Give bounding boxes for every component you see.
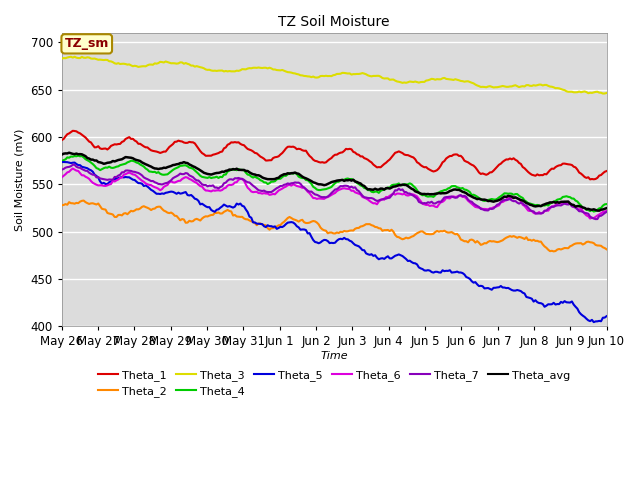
Theta_5: [384, 253, 392, 259]
Theta_4: [590, 209, 598, 215]
Theta_6: [384, 194, 392, 200]
Theta_3: [603, 90, 611, 96]
Theta_avg: [58, 152, 66, 157]
Theta_3: [554, 85, 561, 91]
Text: TZ_sm: TZ_sm: [65, 37, 109, 50]
Theta_7: [603, 209, 611, 215]
Theta_2: [382, 228, 390, 233]
Theta_avg: [393, 183, 401, 189]
Theta_7: [592, 216, 600, 222]
Theta_3: [71, 54, 79, 60]
Line: Theta_4: Theta_4: [62, 156, 607, 212]
Theta_2: [393, 234, 401, 240]
Theta_avg: [65, 150, 73, 156]
Theta_6: [519, 202, 527, 208]
Theta_6: [393, 191, 401, 196]
Theta_6: [382, 194, 390, 200]
Title: TZ Soil Moisture: TZ Soil Moisture: [278, 15, 390, 29]
Line: Theta_6: Theta_6: [62, 168, 607, 218]
Theta_avg: [384, 185, 392, 191]
X-axis label: Time: Time: [321, 351, 348, 361]
Theta_3: [60, 55, 67, 61]
Theta_5: [61, 159, 69, 165]
Legend: Theta_1, Theta_2, Theta_3, Theta_4, Theta_5, Theta_6, Theta_7, Theta_avg: Theta_1, Theta_2, Theta_3, Theta_4, Thet…: [98, 370, 571, 397]
Theta_7: [554, 203, 561, 208]
Line: Theta_3: Theta_3: [62, 57, 607, 94]
Theta_avg: [603, 205, 611, 211]
Theta_4: [603, 201, 611, 207]
Theta_3: [599, 91, 607, 96]
Theta_2: [80, 198, 88, 204]
Theta_3: [384, 75, 392, 81]
Theta_4: [74, 153, 82, 158]
Theta_avg: [60, 151, 67, 156]
Theta_4: [554, 197, 561, 203]
Theta_7: [382, 196, 390, 202]
Theta_avg: [595, 208, 603, 214]
Theta_4: [58, 158, 66, 164]
Theta_1: [60, 136, 67, 142]
Theta_1: [393, 149, 401, 155]
Theta_2: [384, 227, 392, 233]
Line: Theta_7: Theta_7: [62, 165, 607, 219]
Theta_6: [60, 173, 67, 179]
Theta_1: [519, 164, 527, 170]
Theta_1: [554, 163, 561, 169]
Y-axis label: Soil Moisture (mV): Soil Moisture (mV): [15, 129, 25, 231]
Theta_4: [382, 186, 390, 192]
Theta_2: [60, 202, 67, 208]
Theta_2: [519, 235, 527, 241]
Theta_5: [393, 252, 401, 258]
Theta_6: [554, 201, 561, 206]
Theta_1: [603, 168, 611, 174]
Theta_avg: [554, 199, 561, 205]
Theta_5: [519, 290, 527, 296]
Theta_6: [586, 216, 594, 221]
Theta_1: [384, 158, 392, 164]
Theta_2: [603, 246, 611, 252]
Theta_2: [556, 246, 563, 252]
Theta_avg: [382, 185, 390, 191]
Theta_6: [603, 208, 611, 214]
Theta_2: [550, 249, 557, 254]
Theta_5: [58, 159, 66, 165]
Theta_7: [393, 188, 401, 193]
Theta_4: [519, 195, 527, 201]
Theta_5: [60, 159, 67, 165]
Line: Theta_5: Theta_5: [62, 162, 607, 322]
Theta_3: [519, 84, 527, 89]
Theta_7: [69, 162, 77, 168]
Theta_6: [69, 166, 77, 171]
Line: Theta_2: Theta_2: [62, 201, 607, 252]
Theta_4: [60, 157, 67, 163]
Theta_1: [58, 137, 66, 143]
Theta_6: [58, 174, 66, 180]
Theta_1: [586, 177, 594, 182]
Theta_4: [393, 181, 401, 187]
Theta_5: [603, 313, 611, 319]
Theta_7: [58, 167, 66, 172]
Theta_3: [393, 79, 401, 84]
Theta_5: [554, 301, 561, 307]
Theta_2: [58, 203, 66, 208]
Line: Theta_1: Theta_1: [62, 131, 607, 180]
Theta_4: [384, 185, 392, 191]
Theta_7: [60, 166, 67, 172]
Theta_3: [382, 75, 390, 81]
Theta_5: [382, 254, 390, 260]
Theta_3: [58, 56, 66, 61]
Theta_avg: [519, 198, 527, 204]
Theta_1: [69, 128, 77, 134]
Line: Theta_avg: Theta_avg: [62, 153, 607, 211]
Theta_7: [519, 201, 527, 206]
Theta_5: [590, 319, 598, 325]
Theta_1: [382, 160, 390, 166]
Theta_7: [384, 195, 392, 201]
